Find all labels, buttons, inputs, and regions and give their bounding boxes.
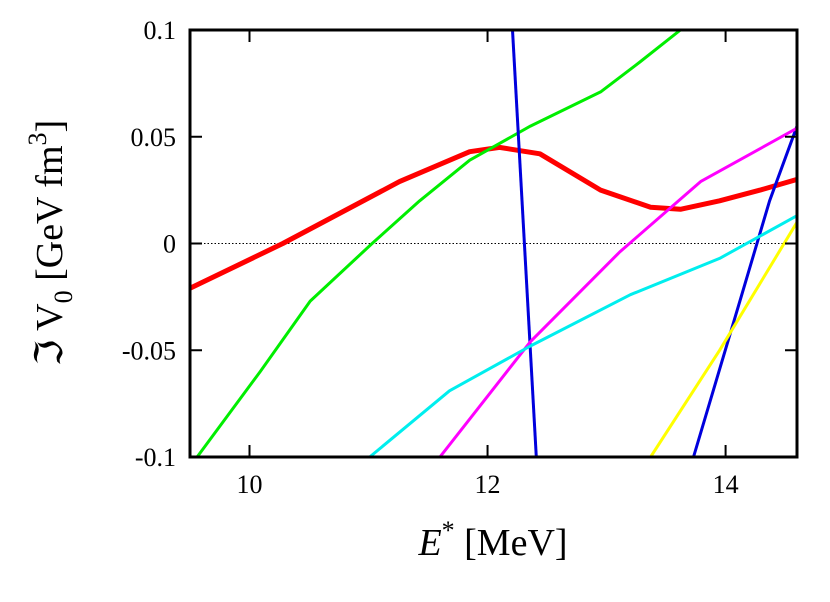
y-tick-label: 0.05 (131, 123, 177, 152)
plot-area (190, 30, 797, 457)
x-axis-label: E* [MeV] (417, 516, 567, 564)
y-label-rest: [GeV fm (29, 145, 71, 290)
x-label-rest: [MeV] (455, 522, 568, 564)
x-label-main: E (417, 522, 441, 564)
series-line (649, 221, 797, 457)
series-line (511, 30, 538, 457)
y-axis-label: ℑ V0 [GeV fm3] (23, 120, 78, 366)
y-tick-label: 0.1 (144, 16, 177, 45)
y-tick-label: -0.1 (135, 443, 176, 472)
series-line (692, 125, 797, 457)
y-label-end: ] (29, 120, 71, 133)
series-line (190, 144, 797, 291)
x-tick-label: 12 (475, 470, 501, 499)
x-tick-label: 10 (237, 470, 263, 499)
x-tick-label: 14 (713, 470, 739, 499)
series-line (195, 30, 682, 457)
x-label-sup: * (442, 516, 455, 545)
y-label-main: ℑ V (29, 303, 71, 366)
y-label-sup: 3 (23, 132, 52, 145)
y-label-sub: 0 (49, 290, 78, 303)
y-tick-label: 0 (163, 230, 176, 259)
series-line (438, 126, 797, 457)
y-tick-label: -0.05 (122, 336, 176, 365)
series-line (368, 214, 797, 457)
